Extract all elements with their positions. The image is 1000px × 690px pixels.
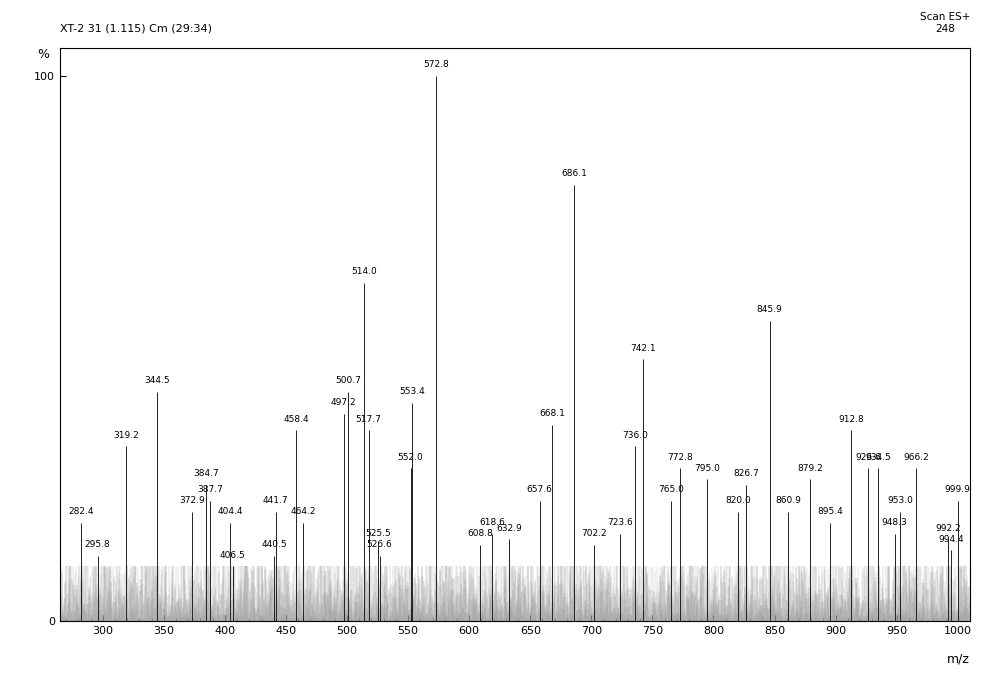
Text: 742.1: 742.1 — [630, 344, 656, 353]
Text: 618.6: 618.6 — [479, 518, 505, 527]
Text: 440.5: 440.5 — [262, 540, 287, 549]
Text: 765.0: 765.0 — [658, 486, 684, 495]
Text: 686.1: 686.1 — [561, 169, 587, 178]
Text: 553.4: 553.4 — [399, 387, 425, 396]
Text: 387.7: 387.7 — [197, 486, 223, 495]
Text: 295.8: 295.8 — [85, 540, 110, 549]
Text: %: % — [37, 48, 49, 61]
Text: Scan ES+
248: Scan ES+ 248 — [920, 12, 970, 34]
Text: 912.8: 912.8 — [838, 415, 864, 424]
Text: 282.4: 282.4 — [69, 507, 94, 516]
Text: 999.9: 999.9 — [945, 486, 971, 495]
Text: 826.7: 826.7 — [733, 469, 759, 478]
Text: 948.3: 948.3 — [882, 518, 908, 527]
Text: 895.4: 895.4 — [817, 507, 843, 516]
Text: 926.6: 926.6 — [855, 453, 881, 462]
Text: 406.5: 406.5 — [220, 551, 246, 560]
Text: 497.2: 497.2 — [331, 398, 356, 407]
Text: 514.0: 514.0 — [351, 267, 377, 276]
Text: 879.2: 879.2 — [797, 464, 823, 473]
Text: 464.2: 464.2 — [291, 507, 316, 516]
Text: 772.8: 772.8 — [667, 453, 693, 462]
Text: 845.9: 845.9 — [757, 306, 782, 315]
Text: 994.4: 994.4 — [938, 535, 964, 544]
Text: 736.0: 736.0 — [622, 431, 648, 440]
Text: 517.7: 517.7 — [356, 415, 382, 424]
Text: 795.0: 795.0 — [694, 464, 720, 473]
Text: 820.0: 820.0 — [725, 496, 751, 505]
Text: 500.7: 500.7 — [335, 376, 361, 386]
Text: 552.0: 552.0 — [398, 453, 423, 462]
Text: 657.6: 657.6 — [527, 486, 552, 495]
Text: 458.4: 458.4 — [283, 415, 309, 424]
Text: 723.6: 723.6 — [607, 518, 633, 527]
Text: 344.5: 344.5 — [144, 376, 170, 386]
Text: 632.9: 632.9 — [497, 524, 522, 533]
Text: 404.4: 404.4 — [218, 507, 243, 516]
Text: XT-2 31 (1.115) Cm (29:34): XT-2 31 (1.115) Cm (29:34) — [60, 24, 212, 34]
Text: 526.6: 526.6 — [367, 540, 392, 549]
Text: 668.1: 668.1 — [539, 409, 565, 418]
Text: 992.2: 992.2 — [935, 524, 961, 533]
Text: 319.2: 319.2 — [113, 431, 139, 440]
Text: 608.8: 608.8 — [467, 529, 493, 538]
Text: 372.9: 372.9 — [179, 496, 205, 505]
Text: 525.5: 525.5 — [365, 529, 391, 538]
Text: 860.9: 860.9 — [775, 496, 801, 505]
Text: 441.7: 441.7 — [263, 496, 289, 505]
Text: m/z: m/z — [947, 653, 970, 665]
Text: 953.0: 953.0 — [887, 496, 913, 505]
Text: 966.2: 966.2 — [904, 453, 929, 462]
Text: 702.2: 702.2 — [581, 529, 607, 538]
Text: 572.8: 572.8 — [423, 60, 449, 69]
Text: 934.5: 934.5 — [865, 453, 891, 462]
Text: 384.7: 384.7 — [193, 469, 219, 478]
